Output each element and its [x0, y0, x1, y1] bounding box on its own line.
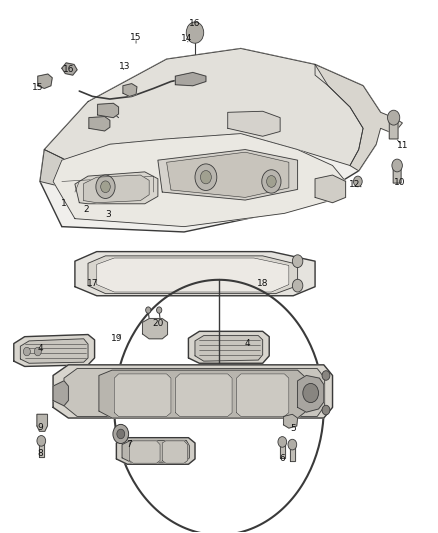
Circle shape — [113, 424, 129, 443]
Circle shape — [392, 159, 403, 172]
Circle shape — [292, 255, 303, 268]
Text: 19: 19 — [111, 334, 122, 343]
Circle shape — [292, 279, 303, 292]
Circle shape — [195, 164, 217, 190]
Polygon shape — [114, 374, 171, 416]
Text: 6: 6 — [279, 455, 285, 463]
Circle shape — [37, 435, 46, 446]
Polygon shape — [228, 111, 280, 136]
Circle shape — [303, 383, 318, 402]
Circle shape — [267, 175, 276, 187]
Circle shape — [146, 307, 151, 313]
Polygon shape — [315, 175, 346, 203]
Polygon shape — [64, 368, 325, 416]
Text: 4: 4 — [37, 344, 43, 353]
Text: 8: 8 — [37, 449, 43, 458]
Polygon shape — [88, 256, 297, 294]
Polygon shape — [158, 150, 297, 200]
Polygon shape — [14, 335, 95, 367]
Polygon shape — [389, 115, 398, 139]
Circle shape — [34, 348, 41, 356]
Circle shape — [117, 429, 125, 439]
Circle shape — [322, 370, 330, 380]
Text: 3: 3 — [105, 210, 110, 219]
Polygon shape — [122, 440, 189, 462]
Circle shape — [201, 171, 212, 184]
Polygon shape — [37, 414, 47, 431]
Polygon shape — [99, 370, 306, 418]
Text: 11: 11 — [397, 141, 408, 150]
Polygon shape — [117, 438, 195, 464]
Text: 5: 5 — [290, 424, 296, 433]
Polygon shape — [53, 381, 68, 406]
Polygon shape — [53, 365, 332, 418]
Text: 20: 20 — [152, 319, 163, 328]
Polygon shape — [143, 319, 167, 339]
Polygon shape — [39, 441, 44, 457]
Circle shape — [186, 22, 204, 43]
Polygon shape — [393, 164, 401, 183]
Circle shape — [156, 307, 162, 313]
Circle shape — [388, 110, 400, 125]
Text: 9: 9 — [37, 423, 43, 432]
Circle shape — [353, 176, 362, 187]
Polygon shape — [315, 64, 403, 171]
Polygon shape — [130, 441, 160, 463]
Polygon shape — [84, 175, 149, 203]
Polygon shape — [20, 339, 88, 364]
Circle shape — [101, 181, 110, 192]
Polygon shape — [195, 336, 263, 361]
Circle shape — [278, 437, 287, 447]
Text: 1: 1 — [61, 199, 67, 208]
Polygon shape — [40, 150, 66, 187]
Polygon shape — [44, 49, 363, 165]
Text: 13: 13 — [120, 62, 131, 71]
Text: 18: 18 — [257, 279, 268, 288]
Text: 10: 10 — [395, 178, 406, 187]
Polygon shape — [297, 375, 324, 412]
Text: 16: 16 — [189, 19, 201, 28]
Polygon shape — [38, 74, 52, 88]
Text: 17: 17 — [87, 279, 98, 288]
Text: 16: 16 — [63, 66, 74, 74]
Polygon shape — [98, 103, 119, 118]
Polygon shape — [237, 374, 289, 416]
Polygon shape — [284, 414, 297, 428]
Polygon shape — [162, 441, 187, 463]
Circle shape — [96, 175, 115, 198]
Polygon shape — [123, 84, 137, 96]
Circle shape — [322, 405, 330, 415]
Polygon shape — [175, 374, 232, 416]
Text: 4: 4 — [244, 339, 250, 348]
Polygon shape — [280, 442, 285, 458]
Polygon shape — [75, 172, 158, 204]
Text: 12: 12 — [349, 180, 360, 189]
Polygon shape — [62, 63, 77, 75]
Text: 7: 7 — [127, 440, 132, 449]
Text: 15: 15 — [32, 83, 43, 92]
Polygon shape — [97, 258, 289, 292]
Polygon shape — [166, 152, 289, 197]
Text: 14: 14 — [180, 35, 192, 44]
Text: 2: 2 — [83, 205, 88, 214]
Circle shape — [23, 348, 30, 356]
Circle shape — [288, 439, 297, 450]
Circle shape — [262, 169, 281, 193]
Polygon shape — [175, 72, 206, 86]
Polygon shape — [188, 332, 269, 364]
Polygon shape — [53, 134, 346, 227]
Polygon shape — [75, 252, 315, 296]
Polygon shape — [40, 49, 381, 232]
Text: 15: 15 — [130, 34, 142, 43]
Polygon shape — [290, 445, 295, 461]
Polygon shape — [89, 117, 110, 131]
